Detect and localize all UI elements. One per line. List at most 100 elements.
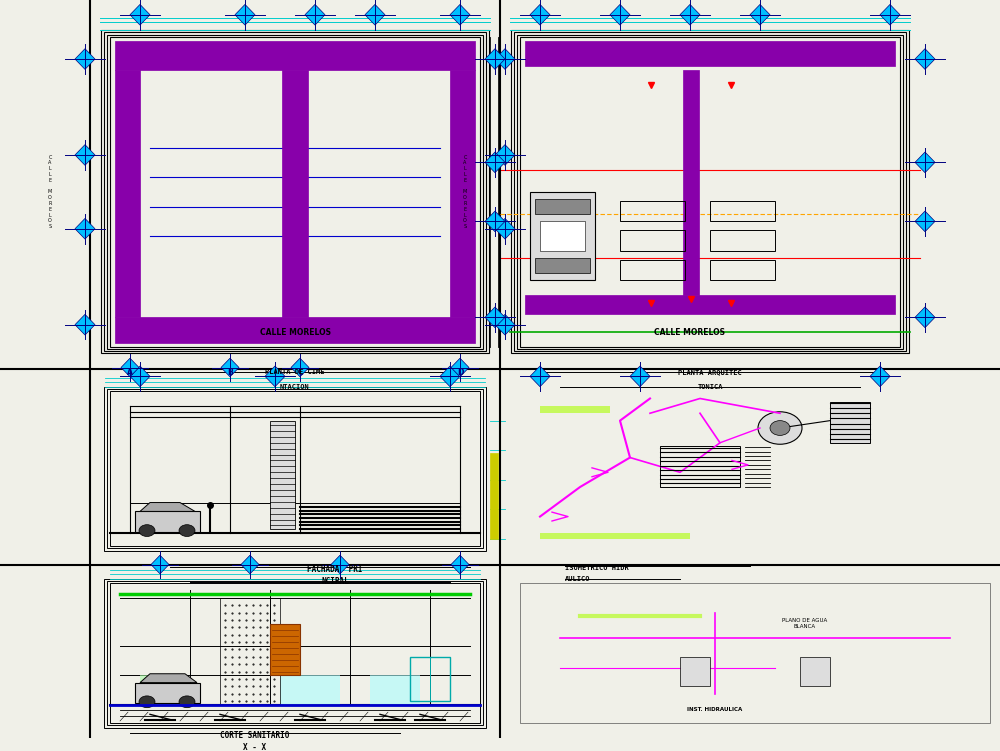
Polygon shape bbox=[450, 5, 470, 25]
Polygon shape bbox=[485, 49, 505, 69]
Polygon shape bbox=[75, 315, 95, 335]
Bar bbox=[140, 675, 180, 704]
Polygon shape bbox=[440, 366, 460, 387]
Bar bbox=[540, 222, 585, 251]
Circle shape bbox=[179, 696, 195, 707]
Bar bbox=[101, 30, 489, 354]
Text: PLANTA ARQUITEC: PLANTA ARQUITEC bbox=[678, 369, 742, 375]
Circle shape bbox=[770, 421, 790, 436]
Bar bbox=[110, 37, 480, 347]
Bar bbox=[410, 657, 450, 701]
Text: C: C bbox=[297, 368, 303, 377]
Polygon shape bbox=[495, 49, 515, 69]
Bar bbox=[270, 421, 295, 529]
Text: PLANO DE AGUA
BLANCA: PLANO DE AGUA BLANCA bbox=[782, 618, 828, 629]
Bar bbox=[107, 35, 483, 349]
Polygon shape bbox=[530, 366, 550, 387]
Polygon shape bbox=[75, 49, 95, 69]
Polygon shape bbox=[495, 315, 515, 335]
Bar bbox=[620, 201, 685, 222]
Bar bbox=[107, 581, 483, 725]
Polygon shape bbox=[151, 555, 169, 574]
Bar bbox=[520, 37, 900, 347]
Polygon shape bbox=[485, 152, 505, 173]
Text: B: B bbox=[227, 368, 233, 377]
Polygon shape bbox=[221, 358, 239, 377]
Text: NTACION: NTACION bbox=[280, 384, 310, 390]
Text: AULICO: AULICO bbox=[565, 575, 590, 581]
Bar bbox=[110, 583, 480, 723]
Polygon shape bbox=[265, 366, 285, 387]
Bar bbox=[535, 199, 590, 214]
Bar bbox=[104, 578, 486, 728]
Polygon shape bbox=[130, 366, 150, 387]
Polygon shape bbox=[870, 366, 890, 387]
Bar bbox=[683, 70, 699, 295]
Text: A: A bbox=[127, 368, 133, 377]
Bar bbox=[282, 70, 308, 318]
Bar bbox=[490, 454, 498, 538]
Bar bbox=[115, 41, 475, 70]
Text: FACHADA  PRI: FACHADA PRI bbox=[307, 565, 363, 574]
Polygon shape bbox=[680, 5, 700, 25]
Circle shape bbox=[139, 696, 155, 707]
Polygon shape bbox=[610, 5, 630, 25]
Polygon shape bbox=[495, 219, 515, 239]
Polygon shape bbox=[75, 219, 95, 239]
Text: INST. HIDRAULICA: INST. HIDRAULICA bbox=[687, 707, 743, 712]
Bar bbox=[800, 657, 830, 686]
Circle shape bbox=[139, 525, 155, 536]
Bar bbox=[530, 192, 595, 280]
Bar bbox=[517, 35, 903, 349]
Bar bbox=[710, 201, 775, 222]
Bar bbox=[110, 391, 480, 546]
Polygon shape bbox=[915, 307, 935, 327]
Bar bbox=[370, 675, 420, 704]
Bar bbox=[514, 32, 906, 351]
Polygon shape bbox=[121, 358, 139, 377]
Bar bbox=[535, 258, 590, 273]
Bar bbox=[511, 30, 909, 354]
Bar bbox=[280, 675, 340, 704]
Polygon shape bbox=[305, 5, 325, 25]
Polygon shape bbox=[485, 307, 505, 327]
Polygon shape bbox=[915, 211, 935, 232]
Bar bbox=[710, 231, 775, 251]
Bar bbox=[270, 623, 300, 675]
Polygon shape bbox=[291, 358, 309, 377]
Bar bbox=[660, 446, 740, 487]
Bar bbox=[115, 318, 475, 343]
Polygon shape bbox=[485, 211, 505, 232]
Bar bbox=[620, 260, 685, 280]
Text: C
A
L
L
E
 
M
O
R
E
L
O
S: C A L L E M O R E L O S bbox=[463, 155, 467, 229]
Bar bbox=[107, 389, 483, 548]
Bar bbox=[620, 231, 685, 251]
Polygon shape bbox=[451, 555, 469, 574]
Bar bbox=[525, 41, 895, 66]
Bar bbox=[135, 683, 200, 703]
Polygon shape bbox=[915, 49, 935, 69]
Polygon shape bbox=[880, 5, 900, 25]
Text: ISOMETRICO HIDR: ISOMETRICO HIDR bbox=[565, 565, 629, 571]
Polygon shape bbox=[750, 5, 770, 25]
Polygon shape bbox=[235, 5, 255, 25]
Bar bbox=[104, 387, 486, 550]
Polygon shape bbox=[75, 145, 95, 165]
Bar bbox=[540, 532, 690, 538]
Text: CALLE MORELOS: CALLE MORELOS bbox=[654, 327, 726, 336]
Text: C
A
L
L
E
 
M
O
R
E
L
O
S: C A L L E M O R E L O S bbox=[48, 155, 52, 229]
Text: CORTE SANITARIO: CORTE SANITARIO bbox=[220, 731, 290, 740]
Bar bbox=[830, 403, 870, 443]
Bar bbox=[710, 260, 775, 280]
Bar bbox=[525, 295, 895, 314]
Polygon shape bbox=[140, 674, 197, 683]
Circle shape bbox=[758, 412, 802, 445]
Polygon shape bbox=[130, 5, 150, 25]
Bar bbox=[450, 70, 475, 318]
Text: TONICA: TONICA bbox=[697, 384, 723, 390]
Bar bbox=[540, 406, 610, 413]
Text: PLANTA DE CIME: PLANTA DE CIME bbox=[265, 369, 325, 375]
Circle shape bbox=[179, 525, 195, 536]
Polygon shape bbox=[365, 5, 385, 25]
Text: CALLE MORELOS: CALLE MORELOS bbox=[260, 327, 330, 336]
